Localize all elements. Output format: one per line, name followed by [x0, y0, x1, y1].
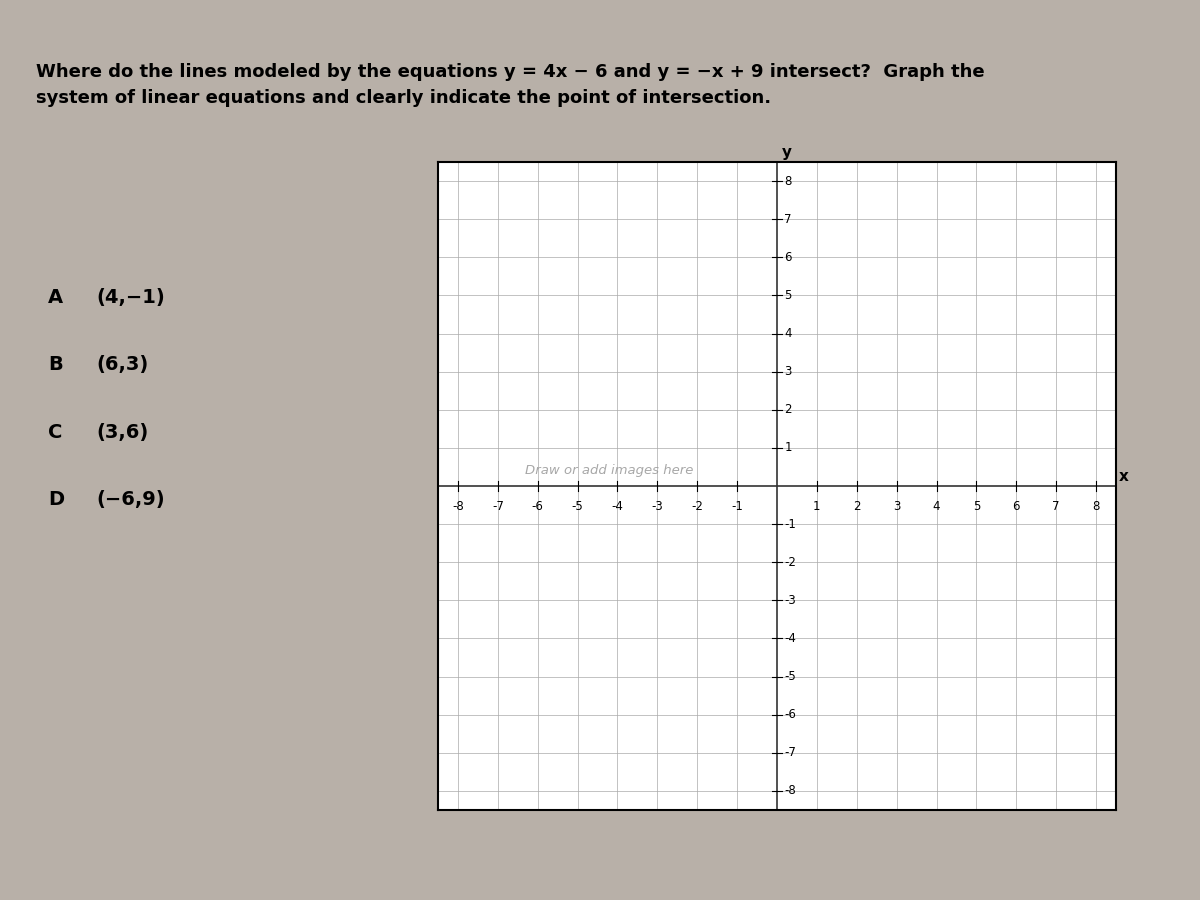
- Text: (4,−1): (4,−1): [96, 288, 164, 307]
- Text: -8: -8: [452, 500, 464, 514]
- Text: -1: -1: [784, 518, 796, 531]
- Text: 2: 2: [853, 500, 860, 514]
- Text: -7: -7: [784, 746, 796, 760]
- Text: Draw or add images here: Draw or add images here: [526, 464, 694, 477]
- Text: 3: 3: [784, 365, 792, 378]
- Text: x: x: [1120, 469, 1129, 484]
- Text: 7: 7: [784, 212, 792, 226]
- Text: Where do the lines modeled by the equations y = 4x − 6 and y = −x + 9 intersect?: Where do the lines modeled by the equati…: [36, 63, 985, 107]
- Text: -6: -6: [532, 500, 544, 514]
- Text: -3: -3: [784, 594, 796, 607]
- Text: (6,3): (6,3): [96, 356, 149, 374]
- Text: 6: 6: [1013, 500, 1020, 514]
- Text: -4: -4: [612, 500, 624, 514]
- Text: (−6,9): (−6,9): [96, 491, 164, 509]
- Text: -2: -2: [691, 500, 703, 514]
- Text: y: y: [782, 145, 792, 160]
- Text: -5: -5: [571, 500, 583, 514]
- Text: -8: -8: [784, 785, 796, 797]
- Text: B: B: [48, 356, 62, 374]
- Text: 1: 1: [814, 500, 821, 514]
- Text: 8: 8: [784, 175, 792, 187]
- Text: -1: -1: [731, 500, 743, 514]
- Text: 4: 4: [932, 500, 941, 514]
- Text: -3: -3: [652, 500, 664, 514]
- Text: 7: 7: [1052, 500, 1060, 514]
- Text: 5: 5: [973, 500, 980, 514]
- Text: 3: 3: [893, 500, 900, 514]
- Text: D: D: [48, 491, 64, 509]
- Text: -2: -2: [784, 555, 796, 569]
- Text: 2: 2: [784, 403, 792, 417]
- Text: -7: -7: [492, 500, 504, 514]
- Text: 6: 6: [784, 251, 792, 264]
- Text: 5: 5: [784, 289, 792, 302]
- Text: C: C: [48, 423, 62, 442]
- Text: 1: 1: [784, 441, 792, 454]
- Text: 4: 4: [784, 327, 792, 340]
- Text: -6: -6: [784, 708, 796, 721]
- Text: -4: -4: [784, 632, 796, 645]
- Text: -5: -5: [784, 670, 796, 683]
- Text: (3,6): (3,6): [96, 423, 149, 442]
- Text: 8: 8: [1092, 500, 1099, 514]
- Text: A: A: [48, 288, 64, 307]
